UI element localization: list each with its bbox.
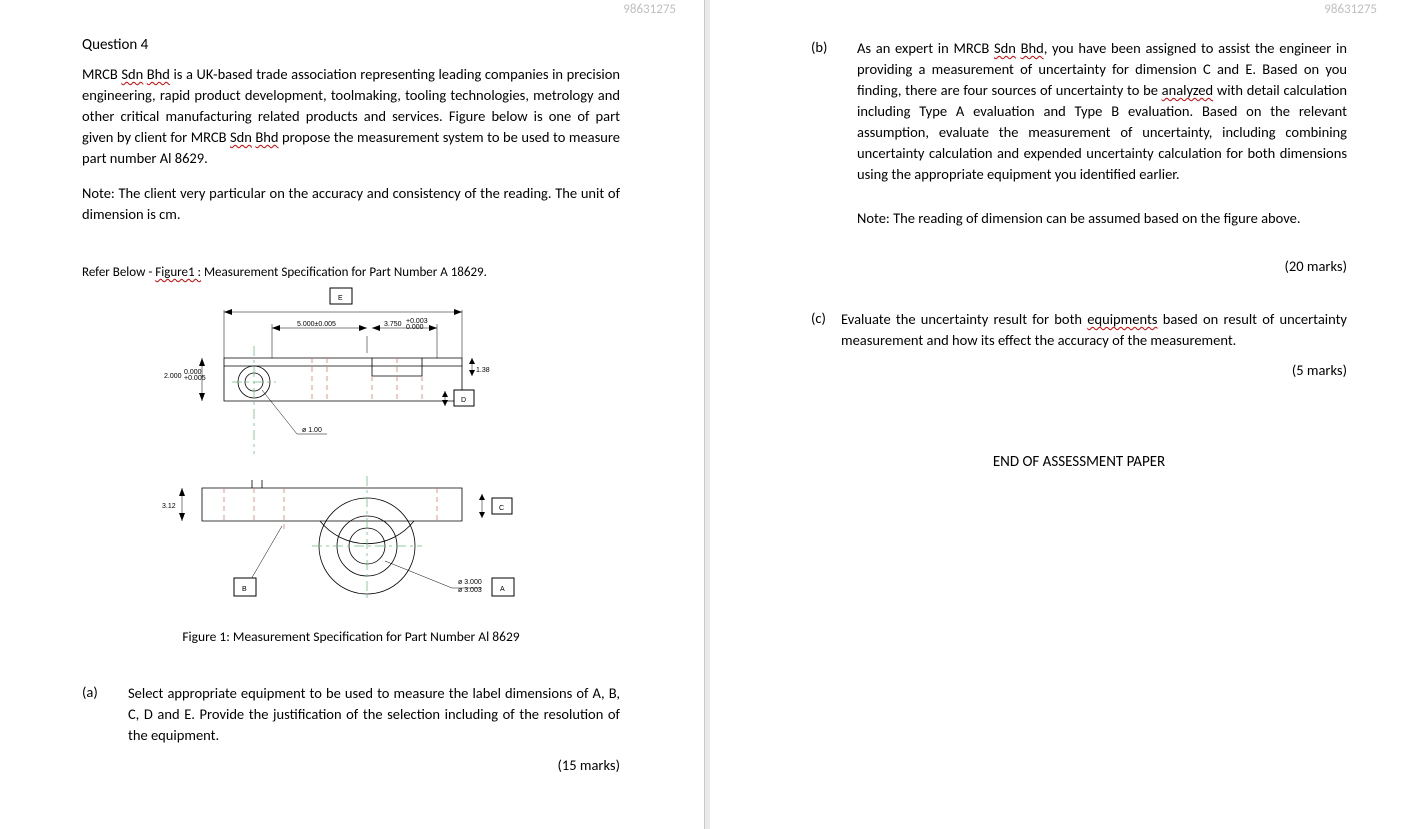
spellcheck-underline: equipments bbox=[1087, 310, 1157, 328]
part-c-marks: (5 marks) bbox=[811, 361, 1347, 379]
label-C: C bbox=[499, 505, 504, 512]
spellcheck-underline: Bhd bbox=[255, 128, 278, 146]
doc-number-left: 98631275 bbox=[623, 2, 676, 17]
part-b-label: (b) bbox=[811, 38, 857, 185]
label-D: D bbox=[461, 397, 466, 404]
part-c: (c) Evaluate the uncertainty result for … bbox=[811, 309, 1347, 351]
part-a-label: (a) bbox=[82, 683, 128, 746]
part-b: (b) As an expert in MRCB Sdn Bhd, you ha… bbox=[811, 38, 1347, 185]
dim-left-height-tol-lo: +0.005 bbox=[184, 375, 206, 382]
dim-top-length: 5.000±0.005 bbox=[297, 321, 336, 328]
dim-side-height: 3.12 bbox=[162, 503, 176, 510]
page-right: 98631275 (b) As an expert in MRCB Sdn Bh… bbox=[710, 0, 1411, 829]
dim-top-right-tol-lo: 0.000 bbox=[406, 324, 424, 331]
dim-top-right: 3.750 bbox=[384, 321, 402, 328]
intro-paragraph: MRCB Sdn Bhd is a UK-based trade associa… bbox=[82, 64, 620, 169]
part-a-text: Select appropriate equipment to be used … bbox=[128, 683, 620, 746]
spellcheck-underline: Bhd bbox=[1021, 39, 1044, 57]
spellcheck-underline: Figure1 : bbox=[155, 265, 201, 280]
dim-dia-lo: ø 3.003 bbox=[458, 587, 482, 594]
spellcheck-underline: Sdn bbox=[994, 39, 1016, 57]
dim-dia-hi: ø 3.000 bbox=[458, 579, 482, 586]
question-title: Question 4 bbox=[82, 36, 620, 54]
part-a: (a) Select appropriate equipment to be u… bbox=[82, 683, 620, 746]
note-paragraph: Note: The client very particular on the … bbox=[82, 183, 620, 225]
document-spread: 98631275 Question 4 MRCB Sdn Bhd is a UK… bbox=[0, 0, 1411, 829]
dim-dia-small: ø 1.00 bbox=[302, 427, 322, 434]
part-a-marks: (15 marks) bbox=[82, 756, 620, 774]
spellcheck-underline: analyzed bbox=[1162, 81, 1214, 99]
refer-line: Refer Below - Figure1 : Measurement Spec… bbox=[82, 265, 620, 280]
dim-left-height: 2.000 bbox=[164, 373, 182, 380]
page-left: 98631275 Question 4 MRCB Sdn Bhd is a UK… bbox=[0, 0, 710, 829]
label-B: B bbox=[242, 586, 247, 593]
figure-caption: Figure 1: Measurement Specification for … bbox=[82, 628, 620, 645]
figure-drawing: E 5.000±0.005 3.750 +0.003 0.000 bbox=[162, 286, 620, 606]
part-c-label: (c) bbox=[811, 309, 841, 351]
spellcheck-underline: Bhd bbox=[147, 65, 170, 83]
part-c-text: Evaluate the uncertainty result for both… bbox=[841, 309, 1347, 351]
part-b-marks: (20 marks) bbox=[811, 257, 1347, 275]
spellcheck-underline: Sdn bbox=[230, 128, 252, 146]
end-of-paper: END OF ASSESSMENT PAPER bbox=[811, 453, 1347, 471]
doc-number-right: 98631275 bbox=[1324, 2, 1377, 17]
spellcheck-underline: Sdn bbox=[121, 65, 143, 83]
part-b-text: As an expert in MRCB Sdn Bhd, you have b… bbox=[857, 38, 1347, 185]
label-A: A bbox=[500, 586, 505, 593]
part-b-note: Note: The reading of dimension can be as… bbox=[857, 209, 1347, 227]
dim-right-small: 1.38 bbox=[476, 367, 490, 374]
technical-drawing-svg: E 5.000±0.005 3.750 +0.003 0.000 bbox=[162, 286, 522, 606]
label-E: E bbox=[338, 295, 343, 302]
